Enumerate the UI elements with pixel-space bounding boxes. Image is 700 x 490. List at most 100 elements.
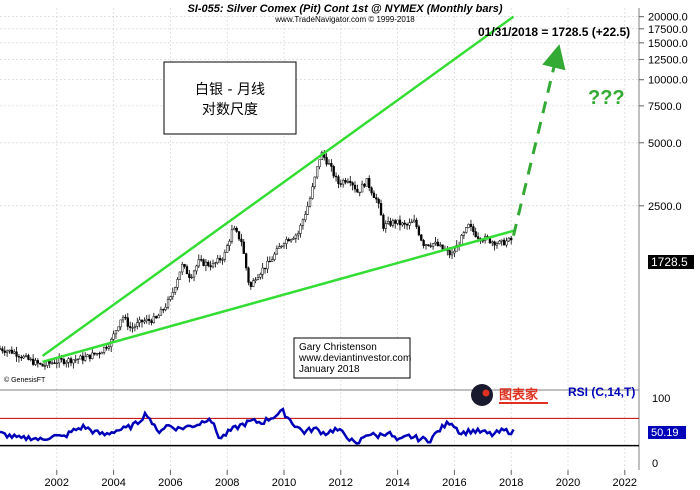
price-candle-body — [237, 231, 241, 240]
price-candle-body — [112, 333, 115, 340]
trendline-lower — [42, 229, 514, 363]
rsi-line — [0, 407, 515, 445]
projection-arrow — [512, 44, 566, 237]
price-candle-body — [420, 234, 423, 241]
price-candle-body — [218, 258, 222, 261]
price-candle-body — [105, 346, 108, 349]
rsi-tick-100: 100 — [652, 393, 670, 405]
price-candle-body — [325, 157, 328, 165]
price-candle-body — [60, 357, 63, 360]
price-candle-body — [391, 220, 395, 226]
price-candle-body — [91, 352, 94, 359]
price-candle-body — [140, 319, 144, 323]
price-candle-body — [292, 238, 295, 240]
price-candle-body — [353, 184, 357, 190]
price-candle-body — [211, 263, 215, 268]
price-candle-body — [500, 239, 503, 242]
price-candle-body — [88, 354, 92, 359]
price-candle-body — [76, 358, 80, 361]
rsi-value-tag-bg — [648, 426, 686, 439]
price-candle-body — [337, 176, 340, 184]
price-candle-body — [124, 316, 127, 319]
price-candle-body — [384, 223, 387, 229]
price-candle-body — [505, 240, 508, 246]
price-candle-body — [299, 225, 302, 234]
price-candle-body — [472, 226, 475, 232]
price-candle-body — [152, 316, 155, 324]
trendlines — [41, 15, 515, 363]
price-candle-body — [46, 361, 49, 366]
price-candle-body — [313, 176, 316, 187]
price-candle-body — [8, 349, 11, 352]
price-candle-body — [301, 219, 305, 226]
price-candle-body — [17, 356, 21, 358]
price-candle-body — [304, 214, 307, 221]
price-candle-body — [467, 223, 470, 228]
price-candle-body — [197, 259, 200, 267]
price-candle-body — [356, 188, 359, 193]
price-candle-body — [493, 241, 496, 246]
price-candle-body — [375, 197, 378, 200]
logo-head-icon — [471, 384, 493, 406]
price-candle-body — [360, 183, 364, 193]
price-candle-body — [256, 276, 260, 280]
rsi-tick-0: 0 — [652, 458, 658, 470]
price-candle-body — [280, 245, 283, 248]
price-candle-body — [143, 320, 146, 323]
time-tick-label: 2012 — [329, 477, 353, 489]
price-candle-body — [84, 356, 87, 361]
price-candle-body — [315, 166, 319, 178]
price-candle-body — [67, 358, 70, 363]
price-candle-body — [370, 187, 373, 194]
price-candle-body — [214, 262, 217, 264]
price-candle-body — [136, 322, 139, 327]
price-candle-body — [164, 306, 167, 310]
price-candle-body — [476, 236, 480, 239]
price-candle-body — [166, 299, 170, 308]
price-candle-body — [252, 280, 255, 287]
price-candle-body — [249, 282, 253, 287]
price-candle-body — [436, 241, 439, 247]
price-candle-body — [50, 362, 54, 364]
price-candle-body — [346, 180, 350, 183]
price-candle-body — [126, 317, 129, 327]
price-tick-label: 12500.0 — [648, 54, 688, 66]
time-tick-label: 2002 — [45, 477, 69, 489]
question-marks: ??? — [588, 87, 625, 109]
price-candle-body — [129, 326, 132, 328]
price-candle-body — [228, 240, 231, 246]
price-candle-body — [200, 259, 203, 261]
price-candle-body — [344, 180, 347, 183]
price-candle-body — [162, 309, 165, 311]
price-candle-body — [185, 266, 189, 275]
author-line-1: Gary Christenson — [299, 342, 377, 353]
time-axis: 2002 2004 2006 2008 2010 2012 2014 2016 2018 2020… — [45, 470, 637, 489]
price-candle-body — [410, 221, 413, 224]
price-candle-body — [424, 244, 428, 247]
price-candle-body — [460, 235, 463, 246]
price-tick-label: 17500.0 — [648, 24, 688, 36]
price-tick-label: 10000.0 — [648, 75, 688, 87]
time-tick-label: 2020 — [556, 477, 580, 489]
price-candle-body — [131, 327, 134, 329]
price-candle-body — [0, 348, 2, 350]
price-candle-body — [271, 259, 274, 262]
price-candle-body — [107, 346, 111, 349]
annotation-line-2: 对数尺度 — [202, 102, 258, 118]
price-candle-body — [306, 205, 309, 215]
time-tick-label: 2022 — [613, 477, 637, 489]
author-box — [293, 337, 411, 379]
price-tick-label: 7500.0 — [648, 101, 682, 113]
chart-title: SI-055: Silver Comex (Pit) Cont 1st @ NY… — [187, 3, 502, 15]
price-candle-body — [379, 203, 383, 216]
price-candle-body — [3, 350, 6, 353]
price-candle-body — [365, 178, 368, 187]
price-candle-body — [439, 244, 442, 247]
price-candle-body — [455, 244, 458, 252]
price-candle-body — [244, 253, 248, 269]
price-tick-label: 2500.0 — [648, 201, 682, 213]
price-candle-body — [79, 355, 82, 360]
price-candle-body — [15, 351, 18, 357]
price-candle-body — [434, 241, 437, 244]
